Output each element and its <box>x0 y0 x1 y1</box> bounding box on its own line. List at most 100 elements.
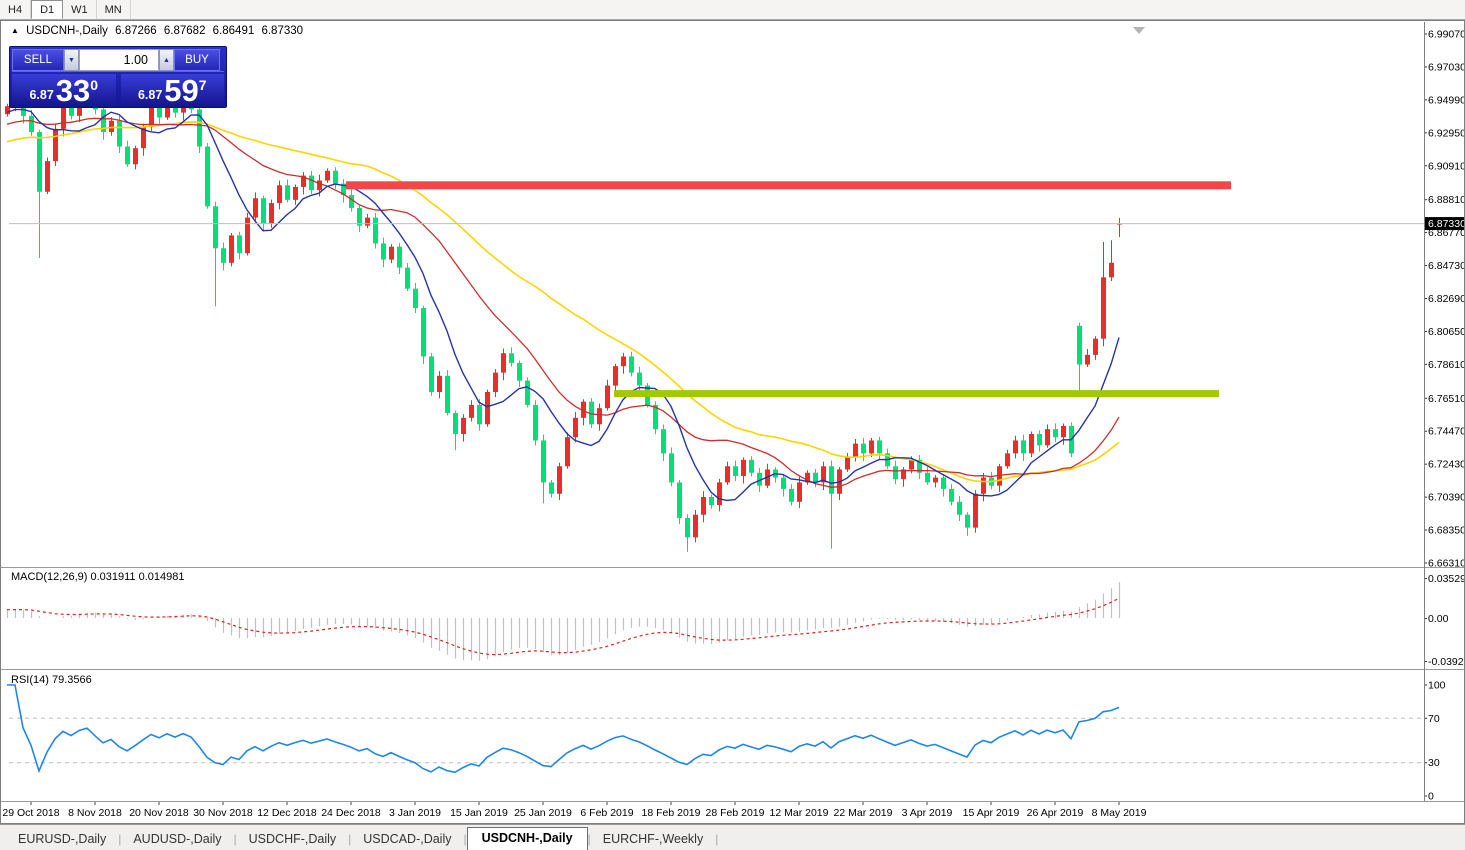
candle-body <box>573 417 578 438</box>
candle-body <box>973 493 978 528</box>
candle-body <box>749 459 754 473</box>
candle-body <box>565 437 570 467</box>
candle-body <box>45 161 50 192</box>
candle-body <box>421 308 426 357</box>
price-axis-label: 6.88810 <box>1428 194 1464 206</box>
volume-decrease-button[interactable]: ▼ <box>64 49 79 71</box>
volume-increase-button[interactable]: ▲ <box>159 49 174 71</box>
tab-eurusd-daily[interactable]: EURUSD-,Daily <box>18 832 107 846</box>
candle-body <box>317 180 322 191</box>
price-axis-label: 6.74470 <box>1428 426 1464 438</box>
candle-body <box>925 472 930 483</box>
candle-body <box>629 356 634 373</box>
pane-dividers <box>1 22 1464 802</box>
tab-usdcad-daily[interactable]: USDCAD-,Daily <box>363 832 452 846</box>
tab-eurchf-weekly[interactable]: EURCHF-,Weekly <box>602 832 704 846</box>
candle-body <box>205 146 210 207</box>
sell-button[interactable]: SELL <box>12 49 64 71</box>
timeframe-button-h4[interactable]: H4 <box>0 0 32 19</box>
candle-body <box>293 186 298 200</box>
candle-body <box>477 404 482 425</box>
timeframe-button-d1[interactable]: D1 <box>31 0 64 19</box>
chart-shift-marker-icon[interactable] <box>1133 27 1145 34</box>
chart-title: ▲ USDCNH-,Daily 6.87266 6.87682 6.86491 … <box>11 25 307 37</box>
candle-body <box>725 466 730 483</box>
candle-body <box>357 207 362 226</box>
candle-body <box>69 104 74 116</box>
date-axis-label: 29 Oct 2018 <box>2 807 59 819</box>
macd-pane: 0.035298 0.00 -0.039223 <box>6 573 1464 668</box>
candle-body <box>101 109 106 133</box>
date-axis-label: 6 Feb 2019 <box>580 807 633 819</box>
candle-body <box>621 356 626 367</box>
candle-body <box>797 482 802 502</box>
one-click-panel-toggle-icon[interactable]: ▲ <box>11 26 19 35</box>
candle-body <box>1029 433 1034 454</box>
timeframe-button-mn[interactable]: MN <box>97 0 131 19</box>
candle-body <box>461 417 466 434</box>
price-axis-label: 6.84730 <box>1428 260 1464 272</box>
candle-body <box>437 375 442 392</box>
candle-body <box>277 185 282 204</box>
sell-price-big-digits: 33 <box>55 73 91 108</box>
candle-body <box>29 115 34 133</box>
candle-body <box>1013 440 1018 454</box>
tab-separator: | <box>587 832 591 846</box>
candle-body <box>261 198 266 225</box>
rsi-line <box>7 684 1120 774</box>
resistance-level-line[interactable] <box>346 181 1231 190</box>
candle-body <box>469 404 474 418</box>
candle-body <box>701 496 706 515</box>
candle-body <box>397 246 402 268</box>
price-axis-label: 6.92950 <box>1428 127 1464 139</box>
candle-body <box>229 235 234 263</box>
candle-body <box>325 170 330 181</box>
price-axis-label: 6.72430 <box>1428 459 1464 471</box>
price-axis-label: 6.80650 <box>1428 326 1464 338</box>
candle-body <box>541 440 546 483</box>
ohlc-open: 6.87266 <box>115 25 157 37</box>
moving-average-line <box>6 108 1120 502</box>
price-axis-label: 6.97030 <box>1428 61 1464 73</box>
candle-body <box>1101 277 1106 339</box>
moving-averages-layer <box>6 108 1120 502</box>
date-axis[interactable]: 29 Oct 2018 8 Nov 2018 20 Nov 2018 30 Nov 2… <box>2 802 1147 819</box>
buy-button[interactable]: BUY <box>174 49 220 71</box>
date-axis-label: 3 Apr 2019 <box>902 807 953 819</box>
candle-body <box>981 477 986 494</box>
price-axis[interactable]: 6.99070 6.97030 6.94990 6.92950 6.90910 6.888… <box>1133 27 1464 570</box>
chart-window: 6.99070 6.97030 6.94990 6.92950 6.90910 6.888… <box>0 20 1465 824</box>
price-axis-label: 6.90910 <box>1428 160 1464 172</box>
date-axis-label: 18 Feb 2019 <box>642 807 701 819</box>
tab-audusd-daily[interactable]: AUDUSD-,Daily <box>133 832 222 846</box>
buy-price-button[interactable]: 6.87 59 7 <box>120 74 224 106</box>
candle-body <box>845 456 850 470</box>
sell-price-pip-digit: 0 <box>90 77 99 93</box>
tab-usdchf-daily[interactable]: USDCHF-,Daily <box>248 832 337 846</box>
chart-surface[interactable]: 6.99070 6.97030 6.94990 6.92950 6.90910 6.888… <box>1 21 1464 823</box>
candle-body <box>957 501 962 515</box>
trendline-levels-layer[interactable] <box>9 181 1424 398</box>
candle-body <box>133 148 138 165</box>
macd-indicator-label: MACD(12,26,9) 0.031911 0.014981 <box>11 571 184 583</box>
candle-body <box>269 203 274 225</box>
tab-separator: | <box>233 832 237 846</box>
support-level-line[interactable] <box>614 390 1219 398</box>
sell-price-button[interactable]: 6.87 33 0 <box>12 74 116 106</box>
candle-body <box>685 517 690 538</box>
ohlc-close: 6.87330 <box>261 25 304 37</box>
sell-price-prefix: 6.87 <box>29 88 54 102</box>
macd-values: 0.031911 0.014981 <box>90 571 185 583</box>
price-axis-label: 6.76510 <box>1428 393 1464 405</box>
candle-body <box>213 206 218 249</box>
tab-usdcnh-daily[interactable]: USDCNH-,Daily <box>466 827 588 850</box>
date-axis-label: 22 Mar 2019 <box>834 807 893 819</box>
candle-body <box>5 106 10 115</box>
candle-body <box>1077 325 1082 365</box>
volume-input[interactable] <box>79 49 159 71</box>
candle-body <box>1037 433 1042 446</box>
price-axis-label: 6.68350 <box>1428 525 1464 537</box>
timeframe-button-w1[interactable]: W1 <box>63 0 97 19</box>
candle-body <box>893 466 898 480</box>
candle-body <box>485 391 490 425</box>
